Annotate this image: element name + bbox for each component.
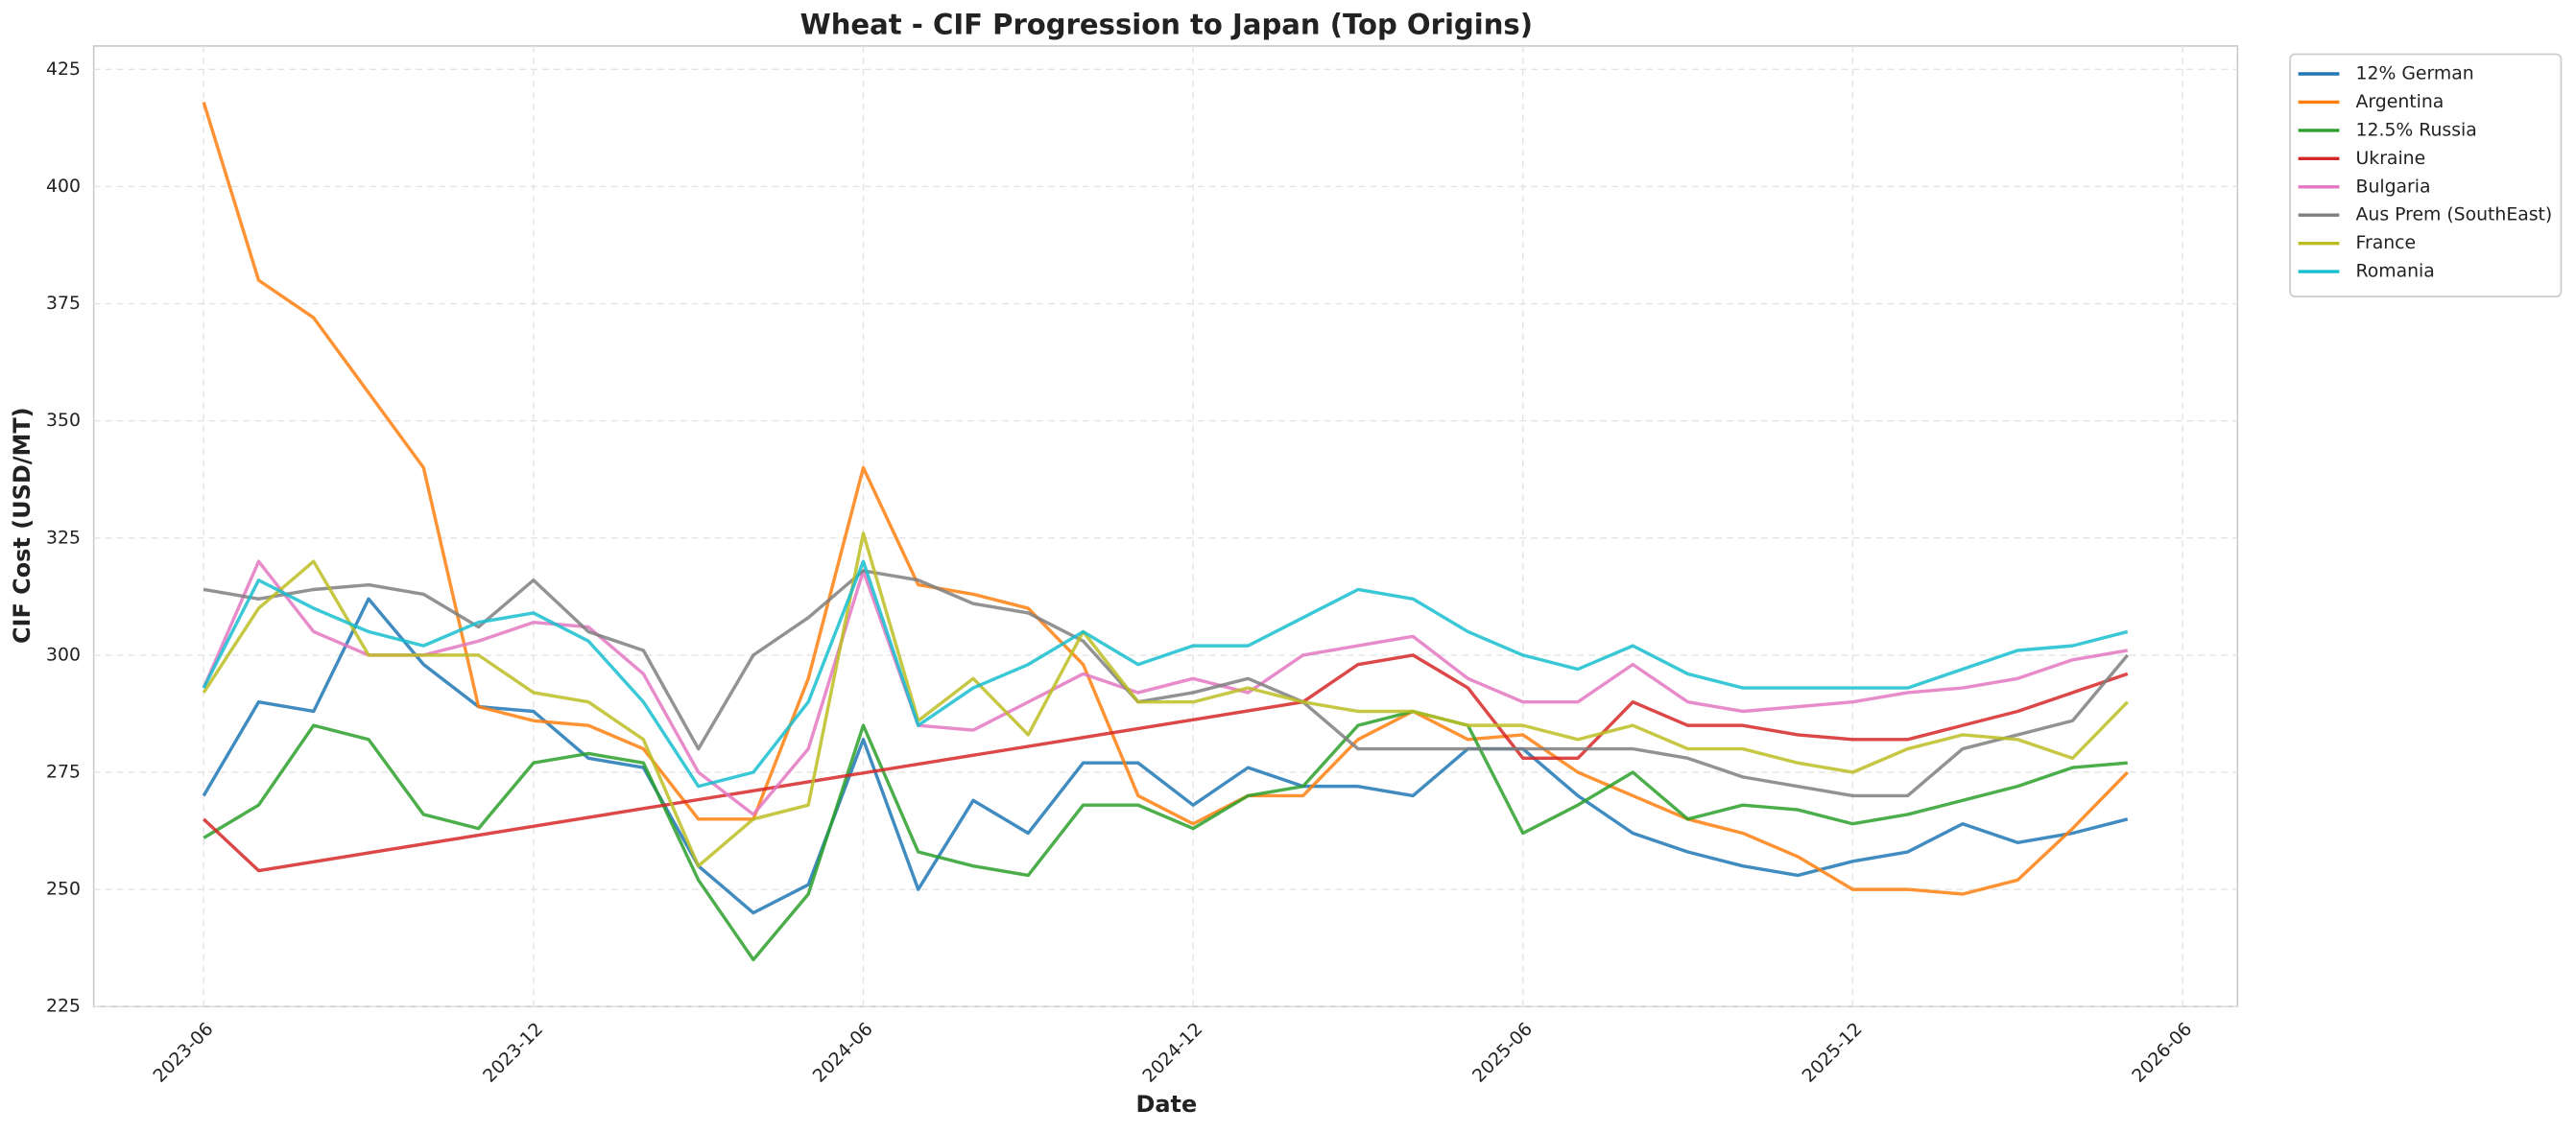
x-tick-label: 2023-12 <box>480 1019 547 1086</box>
legend-label: Bulgaria <box>2356 177 2431 197</box>
series-line <box>203 709 2128 962</box>
legend-label: Argentina <box>2356 92 2445 112</box>
series-line <box>202 597 2129 915</box>
y-tick-label: 425 <box>46 59 81 80</box>
y-tick-label: 375 <box>46 294 81 314</box>
y-axis-label: CIF Cost (USD/MT) <box>9 407 36 644</box>
series-line <box>203 653 2129 873</box>
legend-label: France <box>2356 233 2417 253</box>
y-tick-label: 225 <box>46 997 81 1017</box>
legend-label: 12.5% Russia <box>2356 120 2477 140</box>
y-tick-label: 350 <box>46 411 81 431</box>
series-line <box>203 569 2130 798</box>
series-line <box>202 102 2129 896</box>
y-tick-label: 275 <box>46 762 81 782</box>
legend-box <box>2289 53 2563 297</box>
legend-label: Aus Prem (SouthEast) <box>2356 205 2553 225</box>
series-line <box>202 531 2129 868</box>
y-tick-label: 400 <box>46 177 81 197</box>
y-tick-label: 250 <box>46 880 81 900</box>
series-line <box>202 559 2129 816</box>
x-tick-label: 2025-06 <box>1469 1019 1537 1086</box>
x-tick-label: 2026-06 <box>2129 1019 2196 1086</box>
legend-label: Ukraine <box>2356 149 2426 169</box>
y-tick-label: 325 <box>46 528 81 548</box>
legend-label: Romania <box>2356 262 2435 282</box>
x-tick-label: 2024-06 <box>809 1019 876 1086</box>
x-tick-label: 2024-12 <box>1139 1019 1206 1086</box>
chart-title: Wheat - CIF Progression to Japan (Top Or… <box>800 8 1533 40</box>
x-axis-label: Date <box>1135 1091 1197 1118</box>
plot-area <box>92 45 2239 1008</box>
x-tick-label: 2025-12 <box>1799 1019 1866 1086</box>
legend-label: 12% German <box>2356 64 2474 84</box>
y-tick-label: 300 <box>46 645 81 665</box>
series-line <box>202 559 2129 789</box>
x-tick-label: 2023-06 <box>150 1019 217 1086</box>
